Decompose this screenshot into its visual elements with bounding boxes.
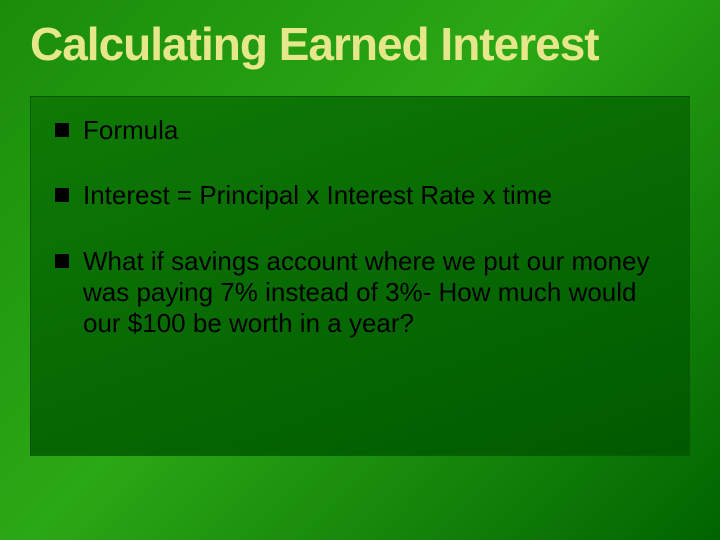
bullet-text: Formula bbox=[83, 115, 665, 146]
bullet-icon bbox=[55, 123, 69, 137]
list-item: Formula bbox=[55, 115, 665, 146]
bullet-icon bbox=[55, 188, 69, 202]
slide-title: Calculating Earned Interest bbox=[30, 20, 690, 68]
content-panel: Formula Interest = Principal x Interest … bbox=[30, 96, 690, 456]
list-item: Interest = Principal x Interest Rate x t… bbox=[55, 180, 665, 211]
bullet-text: What if savings account where we put our… bbox=[83, 246, 665, 340]
list-item: What if savings account where we put our… bbox=[55, 246, 665, 340]
bullet-text: Interest = Principal x Interest Rate x t… bbox=[83, 180, 665, 211]
bullet-icon bbox=[55, 254, 69, 268]
slide: Calculating Earned Interest Formula Inte… bbox=[0, 0, 720, 540]
